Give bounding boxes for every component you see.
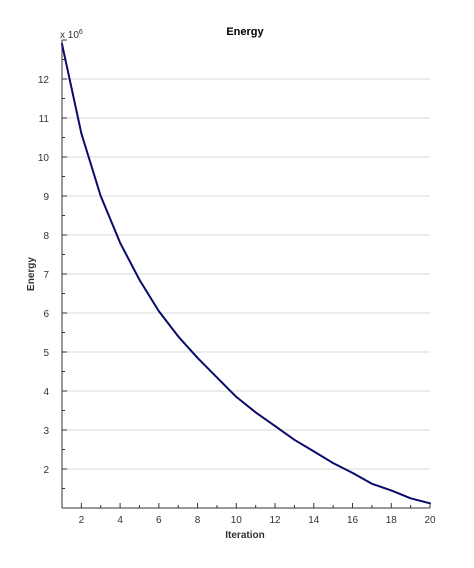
x-tick-label-4: 4 xyxy=(117,515,123,526)
x-tick-label-20: 20 xyxy=(424,515,436,526)
y-tick-label-12: 12 xyxy=(38,75,50,86)
x-tick-label-2: 2 xyxy=(79,515,85,526)
x-tick-label-8: 8 xyxy=(195,515,201,526)
x-tick-label-18: 18 xyxy=(386,515,398,526)
x-tick-label-16: 16 xyxy=(347,515,359,526)
gridlines xyxy=(62,78,430,470)
x-tick-label-10: 10 xyxy=(231,515,243,526)
x-tick-label-12: 12 xyxy=(269,515,281,526)
y-tick-label-5: 5 xyxy=(43,348,49,359)
y-axis-multiplier: x 106 xyxy=(60,29,83,41)
y-tick-label-2: 2 xyxy=(43,465,49,476)
y-tick-label-4: 4 xyxy=(43,387,49,398)
y-tick-label-9: 9 xyxy=(43,192,49,203)
ticks: 2 3 4 5 6 7 8 9 10 11 12 2 4 6 8 10 12 14 16 18 20 xyxy=(38,39,436,526)
y-tick-label-8: 8 xyxy=(43,231,49,242)
y-axis-label: Energy xyxy=(26,257,37,291)
x-tick-label-6: 6 xyxy=(156,515,162,526)
x-axis-label: Iteration xyxy=(225,530,264,541)
energy-series-line xyxy=(61,42,431,505)
y-tick-label-11: 11 xyxy=(39,114,50,125)
y-tick-label-3: 3 xyxy=(43,426,49,437)
y-multiplier-base: x 10 xyxy=(60,30,79,41)
y-tick-label-6: 6 xyxy=(43,309,49,320)
y-tick-label-7: 7 xyxy=(43,270,49,281)
series-layer xyxy=(61,42,431,505)
x-tick-label-14: 14 xyxy=(308,515,320,526)
y-multiplier-exponent: 6 xyxy=(79,29,83,36)
y-tick-label-10: 10 xyxy=(38,153,50,164)
chart-title: Energy xyxy=(226,26,264,38)
